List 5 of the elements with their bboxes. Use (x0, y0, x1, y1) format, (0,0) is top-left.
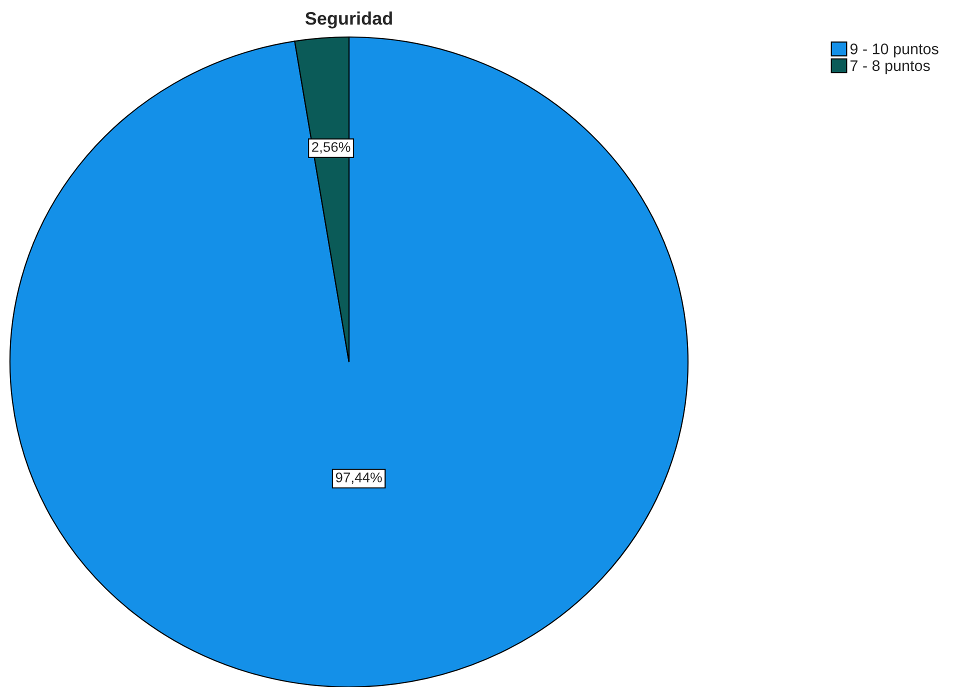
data-label: 2,56% (312, 142, 350, 154)
data-label: 97,44% (336, 472, 382, 484)
legend-label: 7 - 8 puntos (850, 60, 930, 74)
legend-label: 9 - 10 puntos (850, 44, 938, 58)
chart-title: Seguridad (305, 12, 392, 28)
